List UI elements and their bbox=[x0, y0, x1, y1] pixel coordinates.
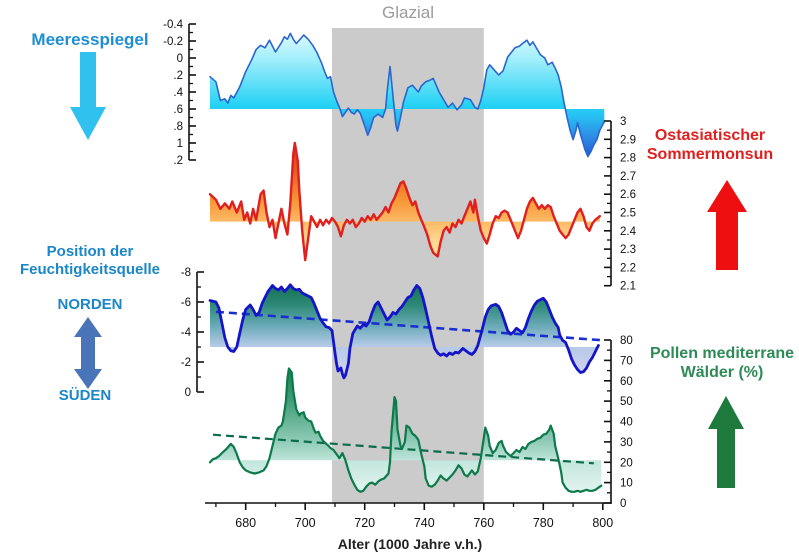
norden-label: NORDEN bbox=[57, 296, 123, 313]
monsoon-tick-label: 2.9 bbox=[620, 134, 636, 146]
north-south-double-arrow-icon bbox=[74, 317, 102, 394]
pollen-label-line1: Pollen mediterrane bbox=[649, 345, 795, 362]
moisture-area bbox=[210, 284, 599, 378]
monsoon-tick-label: 2.2 bbox=[620, 262, 636, 274]
pollen-tick-label: 60 bbox=[620, 376, 633, 388]
pollen-curve bbox=[208, 367, 603, 493]
moisture-tick-label: -6 bbox=[181, 297, 191, 309]
x-tick-label: 780 bbox=[533, 516, 554, 530]
moisture-source-label-line2: Feuchtigkeitsquelle bbox=[19, 261, 161, 278]
moisture-source-label-line1: Position der bbox=[46, 243, 134, 260]
monsoon-tick-label: 2.4 bbox=[620, 226, 637, 238]
moisture-source-label: Position der Feuchtigkeitsquelle bbox=[5, 243, 175, 279]
pollen-tick-label: 40 bbox=[620, 417, 633, 429]
x-axis: 680 700 720 740 760 780 800 bbox=[205, 502, 613, 530]
moisture-tick-label: 0 bbox=[185, 387, 191, 399]
moisture-curve bbox=[208, 283, 600, 380]
sea_level-tick-label: .2 bbox=[173, 70, 183, 82]
x-tick-label: 760 bbox=[473, 516, 494, 530]
x-tick-label: 800 bbox=[592, 516, 613, 530]
pollen-area bbox=[210, 368, 602, 492]
sea_level-tick-label: .4 bbox=[173, 87, 183, 99]
x-tick-label: 720 bbox=[354, 516, 375, 530]
moisture-y-axis: -8 -6 -4 -2 0 bbox=[181, 267, 204, 399]
monsoon-tick-label: 2.5 bbox=[620, 208, 636, 220]
sea_level-tick-label: -0.4 bbox=[163, 19, 183, 31]
pollen-label-line2: Wälder (%) bbox=[680, 364, 764, 382]
monsoon-tick-label: 2.6 bbox=[620, 189, 636, 201]
pollen-y-axis: 80 70 60 50 40 30 20 10 0 bbox=[604, 335, 633, 510]
pollen-tick-label: 50 bbox=[620, 396, 633, 408]
x-tick-label: 680 bbox=[235, 516, 256, 530]
moisture-tick-label: -4 bbox=[181, 327, 192, 339]
pollen-label: Pollen mediterrane Wälder (%) bbox=[638, 344, 799, 382]
sea-level-down-arrow-icon bbox=[70, 52, 106, 145]
pollen-up-arrow-icon bbox=[708, 396, 744, 493]
pollen-tick-label: 30 bbox=[620, 437, 633, 449]
pollen-tick-label: 0 bbox=[620, 498, 626, 510]
monsoon-label-line2: Sommermonsun bbox=[646, 146, 774, 164]
sea_level-tick-label: .8 bbox=[173, 121, 183, 133]
sea_level-tick-label: .6 bbox=[173, 104, 183, 116]
sea_level-y-axis: -0.4 -0.2 0 .2 .4 .6 .8 1 .2 bbox=[163, 19, 196, 167]
monsoon-tick-label: 3 bbox=[620, 116, 626, 128]
sea_level-tick-label: -0.2 bbox=[163, 36, 183, 48]
pollen-tick-label: 70 bbox=[620, 355, 633, 367]
pollen-tick-label: 80 bbox=[620, 335, 633, 347]
monsoon-curve bbox=[208, 141, 601, 262]
monsoon-tick-label: 2.1 bbox=[620, 281, 636, 293]
sea_level-tick-label: .2 bbox=[173, 155, 183, 167]
monsoon-tick-label: 2.8 bbox=[620, 153, 636, 165]
pollen-trend-line bbox=[212, 433, 594, 465]
monsoon-area bbox=[210, 143, 600, 261]
x-axis-title: Alter (1000 Jahre v.h.) bbox=[337, 536, 483, 552]
pollen-tick-label: 20 bbox=[620, 457, 633, 469]
x-tick-label: 740 bbox=[414, 516, 435, 530]
monsoon-label: Ostasiatischer Sommermonsun bbox=[625, 126, 795, 164]
sea_level-curve bbox=[209, 32, 606, 158]
moisture-tick-label: -2 bbox=[181, 357, 191, 369]
glazial-band-label: Glazial bbox=[382, 3, 434, 22]
sueden-label: SÜDEN bbox=[58, 387, 112, 404]
x-tick-label: 700 bbox=[295, 516, 316, 530]
moisture-tick-label: -8 bbox=[181, 267, 191, 279]
monsoon-y-axis: 3 2.9 2.8 2.7 2.6 2.5 2.4 2.3 2.2 2.1 bbox=[604, 116, 637, 293]
monsoon-tick-label: 2.3 bbox=[620, 244, 636, 256]
monsoon-label-line1: Ostasiatischer bbox=[654, 127, 766, 144]
sea_level-tick-label: 1 bbox=[177, 138, 183, 150]
sea-level-label: Meeresspiegel bbox=[31, 30, 149, 49]
sea_level-tick-label: 0 bbox=[177, 53, 183, 65]
monsoon-up-arrow-icon bbox=[707, 180, 747, 275]
monsoon-tick-label: 2.7 bbox=[620, 171, 636, 183]
pollen-tick-label: 10 bbox=[620, 478, 633, 490]
